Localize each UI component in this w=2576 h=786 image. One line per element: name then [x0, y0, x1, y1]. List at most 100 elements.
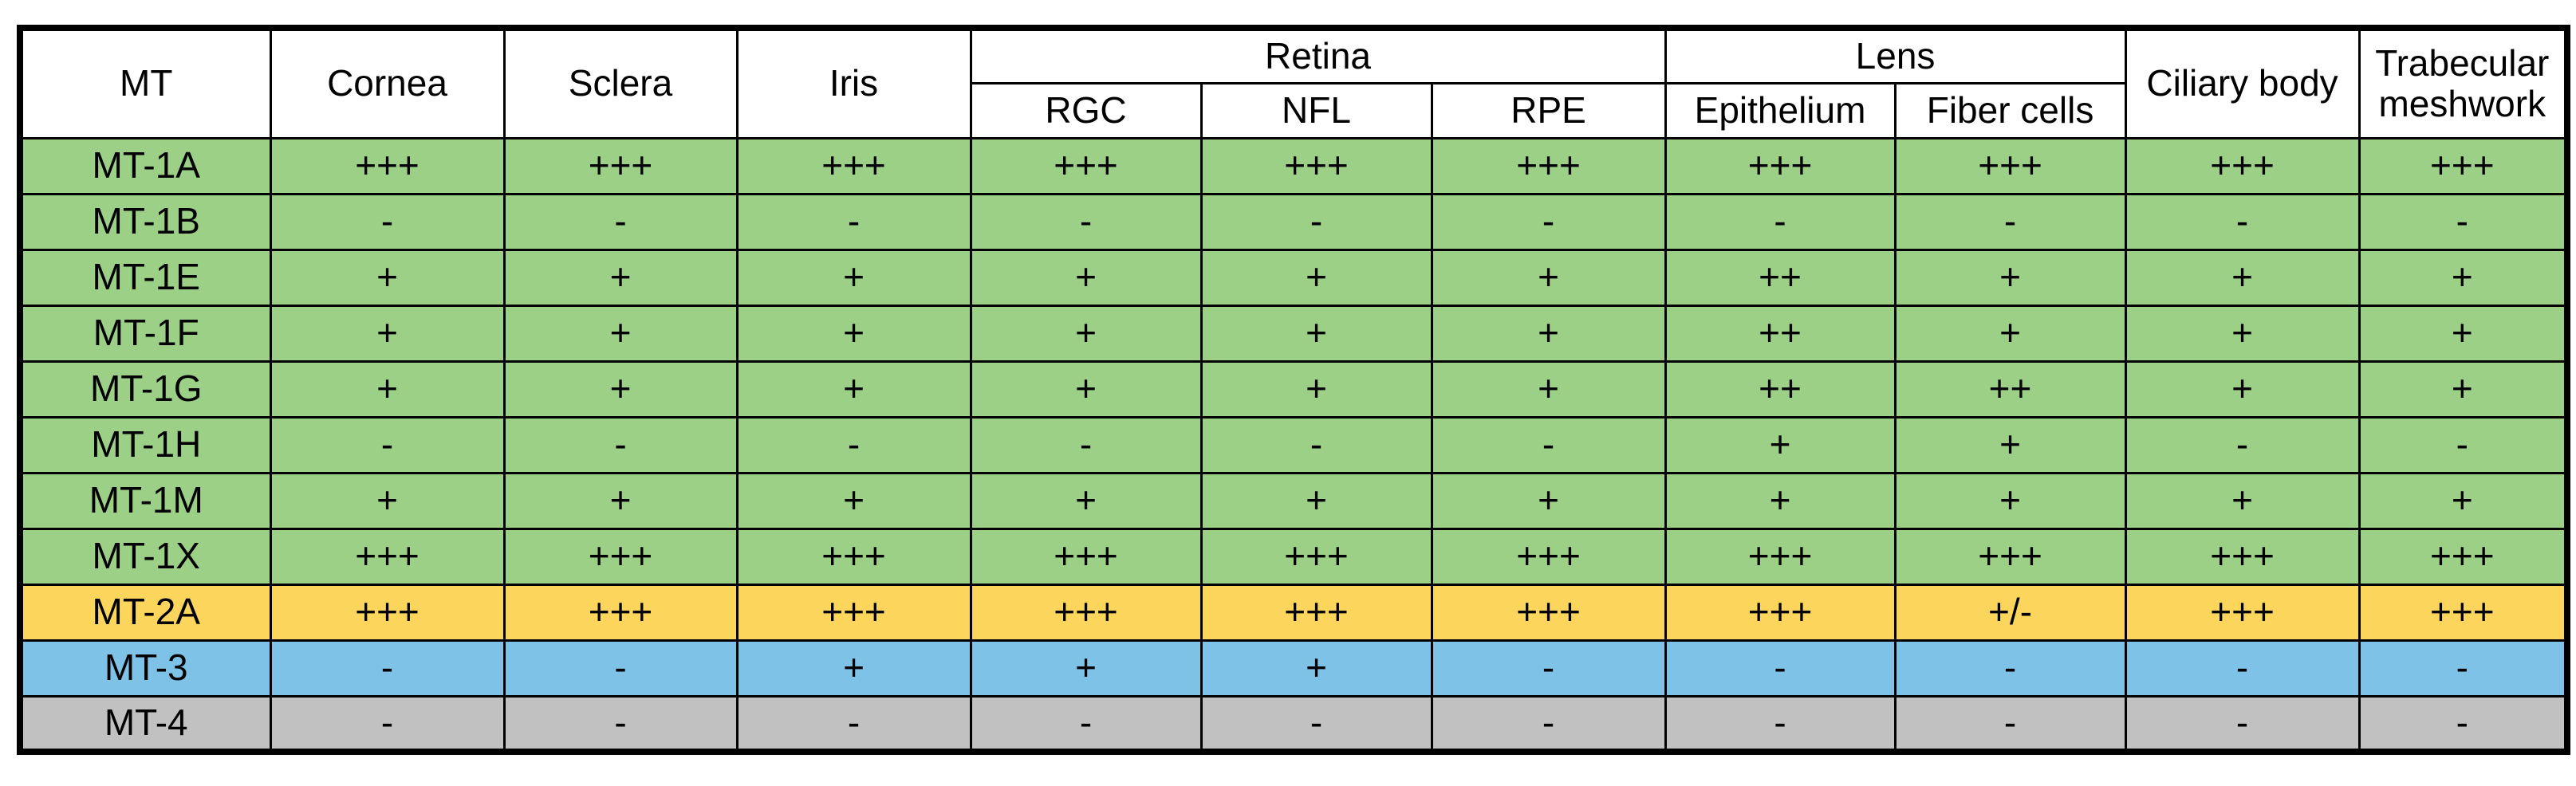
table-row-mt-2a: MT-2A +++ +++ +++ +++ +++ +++ +++ +/- +++ +++	[18, 583, 2569, 642]
cell-mt-3-nfl: +	[1199, 639, 1433, 698]
cell-mt-1x-rpe: +++	[1430, 527, 1667, 586]
table-row-mt-1g: MT-1G + + + + + + ++ ++ + +	[18, 360, 2569, 419]
row-label-mt-1f: MT-1F	[18, 304, 272, 363]
cell-mt-1m-rgc: +	[969, 471, 1203, 530]
cell-mt-4-fiber-cells: -	[1893, 694, 2127, 753]
table-row-mt-3: MT-3- - + + + - - - - -	[18, 639, 2569, 698]
column-header-mt: MT	[18, 26, 272, 140]
row-label-mt-1g: MT-1G	[18, 360, 272, 419]
table-header: MT Cornea Sclera Iris Retina Lens Ciliary body…	[18, 26, 2569, 140]
cell-mt-1g-rpe: +	[1430, 360, 1667, 419]
table-row-mt-1a: MT-1A +++ +++ +++ +++ +++ +++ +++ +++ +++ +++	[18, 136, 2569, 195]
cell-mt-2a-fiber-cells: +/-	[1893, 583, 2127, 642]
row-label-mt-1b: MT-1B	[18, 192, 272, 251]
cell-mt-1x-nfl: +++	[1199, 527, 1433, 586]
table-row-mt-1h: MT-1H - - - - - - + + - -	[18, 415, 2569, 474]
cell-mt-1b-ciliary-body: -	[2124, 192, 2361, 251]
cell-mt-1x-trabecular-meshwork: +++	[2357, 527, 2569, 586]
cell-mt-1m-iris: +	[735, 471, 972, 530]
cell-mt-1x-sclera: +++	[502, 527, 739, 586]
cell-mt-1e-rpe: +	[1430, 248, 1667, 307]
cell-mt-1m-cornea: +	[269, 471, 506, 530]
cell-mt-2a-cornea: +++	[269, 583, 506, 642]
cell-mt-3-trabecular-meshwork: -	[2357, 639, 2569, 698]
cell-mt-1a-rpe: +++	[1430, 136, 1667, 195]
column-header-iris: Iris	[735, 26, 972, 140]
column-header-retina: Retina	[969, 26, 1667, 84]
cell-mt-4-sclera: -	[502, 694, 739, 753]
cell-mt-2a-rpe: +++	[1430, 583, 1667, 642]
column-subheader-nfl: NFL	[1199, 81, 1433, 140]
cell-mt-1a-trabecular-meshwork: +++	[2357, 136, 2569, 195]
cell-mt-1b-trabecular-meshwork: -	[2357, 192, 2569, 251]
cell-mt-2a-trabecular-meshwork: +++	[2357, 583, 2569, 642]
cell-mt-3-iris: +	[735, 639, 972, 698]
cell-mt-1g-rgc: +	[969, 360, 1203, 419]
cell-mt-1m-ciliary-body: +	[2124, 471, 2361, 530]
cell-mt-4-iris: -	[735, 694, 972, 753]
cell-mt-1e-nfl: +	[1199, 248, 1433, 307]
cell-mt-2a-epithelium: +++	[1664, 583, 1897, 642]
cell-mt-1m-rpe: +	[1430, 471, 1667, 530]
column-header-trabecular-meshwork: Trabecular meshwork	[2357, 26, 2569, 140]
cell-mt-1a-cornea: +++	[269, 136, 506, 195]
table-row-mt-1x: MT-1X +++ +++ +++ +++ +++ +++ +++ +++ +++ +++	[18, 527, 2569, 586]
cell-mt-1e-epithelium: ++	[1664, 248, 1897, 307]
table-row-mt-1e: MT-1E + + + + + + ++ + + +	[18, 248, 2569, 307]
column-subheader-rgc: RGC	[969, 81, 1203, 140]
cell-mt-2a-iris: +++	[735, 583, 972, 642]
header-row-groups: MT Cornea Sclera Iris Retina Lens Ciliary body…	[18, 26, 2569, 140]
row-label-mt-1m: MT-1M	[18, 471, 272, 530]
cell-mt-1f-rpe: +	[1430, 304, 1667, 363]
cell-mt-1b-cornea: -	[269, 192, 506, 251]
cell-mt-2a-ciliary-body: +++	[2124, 583, 2361, 642]
cell-mt-3-rgc: +	[969, 639, 1203, 698]
cell-mt-1g-cornea: +	[269, 360, 506, 419]
cell-mt-1x-epithelium: +++	[1664, 527, 1897, 586]
mt-expression-table-wrapper: MT Cornea Sclera Iris Retina Lens Ciliary body…	[17, 25, 2571, 755]
cell-mt-1x-ciliary-body: +++	[2124, 527, 2361, 586]
row-label-mt-1e: MT-1E	[18, 248, 272, 307]
row-label-mt-2a: MT-2A	[18, 583, 272, 642]
cell-mt-1h-rpe: -	[1430, 415, 1667, 474]
cell-mt-1b-rgc: -	[969, 192, 1203, 251]
cell-mt-1a-rgc: +++	[969, 136, 1203, 195]
cell-mt-1g-fiber-cells: ++	[1893, 360, 2127, 419]
cell-mt-1m-sclera: +	[502, 471, 739, 530]
table-row-mt-1m: MT-1M + + + + + + + + + +	[18, 471, 2569, 530]
cell-mt-1e-fiber-cells: +	[1893, 248, 2127, 307]
cell-mt-1b-rpe: -	[1430, 192, 1667, 251]
cell-mt-1b-epithelium: -	[1664, 192, 1897, 251]
column-subheader-rpe: RPE	[1430, 81, 1667, 140]
cell-mt-1h-trabecular-meshwork: -	[2357, 415, 2569, 474]
cell-mt-1f-epithelium: ++	[1664, 304, 1897, 363]
cell-mt-2a-nfl: +++	[1199, 583, 1433, 642]
cell-mt-1g-trabecular-meshwork: +	[2357, 360, 2569, 419]
table-row-mt-4: MT-4- - - - - - - - - -	[18, 694, 2569, 753]
cell-mt-1m-nfl: +	[1199, 471, 1433, 530]
cell-mt-1g-epithelium: ++	[1664, 360, 1897, 419]
cell-mt-1f-trabecular-meshwork: +	[2357, 304, 2569, 363]
cell-mt-3-sclera: -	[502, 639, 739, 698]
table-row-mt-1f: MT-1F + + + + + + ++ + + +	[18, 304, 2569, 363]
row-label-mt-1h: MT-1H	[18, 415, 272, 474]
column-subheader-epithelium: Epithelium	[1664, 81, 1897, 140]
cell-mt-1h-ciliary-body: -	[2124, 415, 2361, 474]
cell-mt-1h-iris: -	[735, 415, 972, 474]
table-body: MT-1A +++ +++ +++ +++ +++ +++ +++ +++ +++ +++ MT-1B…	[18, 136, 2569, 753]
cell-mt-1f-sclera: +	[502, 304, 739, 363]
column-header-cornea: Cornea	[269, 26, 506, 140]
cell-mt-1x-rgc: +++	[969, 527, 1203, 586]
cell-mt-1m-epithelium: +	[1664, 471, 1897, 530]
cell-mt-3-epithelium: -	[1664, 639, 1897, 698]
cell-mt-1e-iris: +	[735, 248, 972, 307]
cell-mt-3-rpe: -	[1430, 639, 1667, 698]
cell-mt-1a-nfl: +++	[1199, 136, 1433, 195]
cell-mt-2a-sclera: +++	[502, 583, 739, 642]
cell-mt-1m-trabecular-meshwork: +	[2357, 471, 2569, 530]
cell-mt-1a-sclera: +++	[502, 136, 739, 195]
cell-mt-4-trabecular-meshwork: -	[2357, 694, 2569, 753]
cell-mt-1g-nfl: +	[1199, 360, 1433, 419]
cell-mt-1g-ciliary-body: +	[2124, 360, 2361, 419]
